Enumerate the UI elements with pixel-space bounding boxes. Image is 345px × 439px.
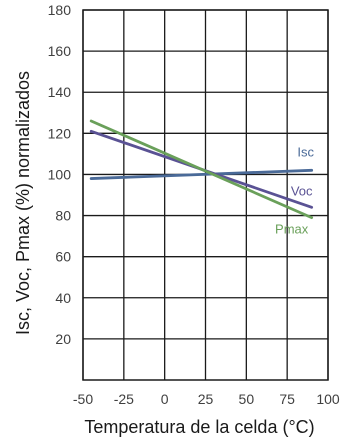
x-tick-label: 50 [239,391,255,407]
y-tick-label: 40 [55,290,71,306]
series-label-voc: Voc [291,183,313,198]
y-tick-label: 60 [55,249,71,265]
x-axis-title: Temperatura de la celda (°C) [84,417,314,437]
series-lines [89,119,314,220]
x-tick-label: 75 [279,391,295,407]
series-label-isc: Isc [297,144,314,159]
y-tick-label: 20 [55,331,71,347]
y-tick-label: 180 [48,2,72,18]
y-tick-label: 100 [48,166,72,182]
y-tick-label: 120 [48,125,72,141]
series-line-pmax [89,119,314,220]
x-tick-label: -25 [114,391,134,407]
x-tick-label: 0 [161,391,169,407]
y-tick-label: 140 [48,84,72,100]
series-line-isc [89,168,314,180]
grid [82,9,329,380]
series-labels: Isc Voc Pmax [275,144,314,236]
x-tick-label: -50 [73,391,93,407]
plot-frame [82,9,329,381]
y-tick-labels: 20 40 60 80 100 120 140 160 180 [48,2,72,347]
x-tick-label: 100 [316,391,340,407]
y-tick-label: 80 [55,208,71,224]
x-tick-labels: -50 -25 0 25 50 75 100 [73,391,340,407]
x-tick-label: 25 [198,391,214,407]
y-axis-title: Isc, Voc, Pmax (%) normalizados [13,71,33,335]
series-label-pmax: Pmax [275,222,309,237]
y-tick-label: 160 [48,43,72,59]
